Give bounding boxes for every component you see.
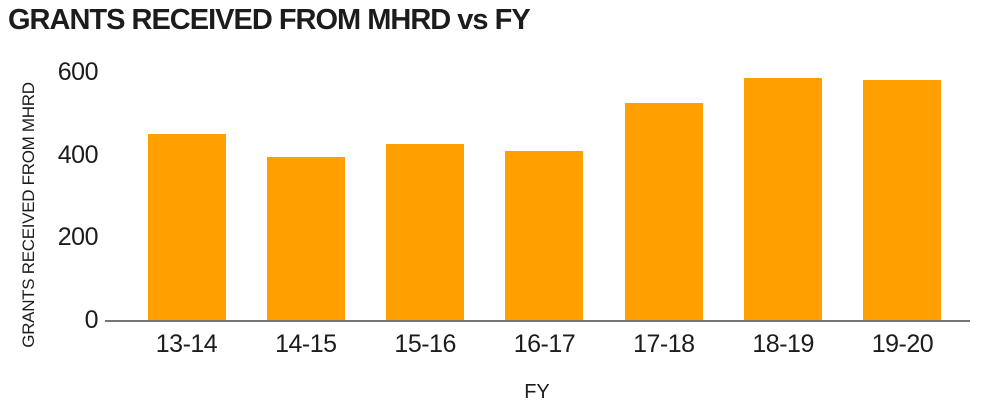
bar-14-15 (266, 156, 345, 320)
y-tick-label: 600 (57, 58, 99, 86)
x-tick-label: 19-20 (871, 330, 934, 358)
x-axis-line (105, 320, 970, 322)
x-axis-title: FY (524, 381, 550, 403)
x-tick-label: 15-16 (394, 330, 456, 358)
x-tick-label: 17-18 (633, 330, 695, 358)
bar-13-14 (147, 134, 226, 320)
y-tick-label: 200 (57, 223, 99, 252)
y-tick-label: 400 (57, 140, 99, 169)
chart-title: GRANTS RECEIVED FROM MHRD vs FY (8, 4, 531, 36)
bar-17-18 (624, 103, 703, 320)
x-tick-label: 13-14 (155, 330, 218, 358)
plot-area: 0 200 400 600 13-14 14-15 15-16 16-17 17-18 18-1… (58, 59, 970, 358)
bar-15-16 (386, 144, 465, 320)
bar-18-19 (744, 78, 823, 320)
bar-16-17 (505, 150, 584, 320)
x-tick-label: 14-15 (275, 330, 337, 358)
bar-19-20 (863, 80, 942, 320)
x-tick-label: 18-19 (752, 330, 814, 358)
y-tick-label: 0 (84, 306, 99, 334)
x-tick-label: 16-17 (513, 330, 576, 358)
